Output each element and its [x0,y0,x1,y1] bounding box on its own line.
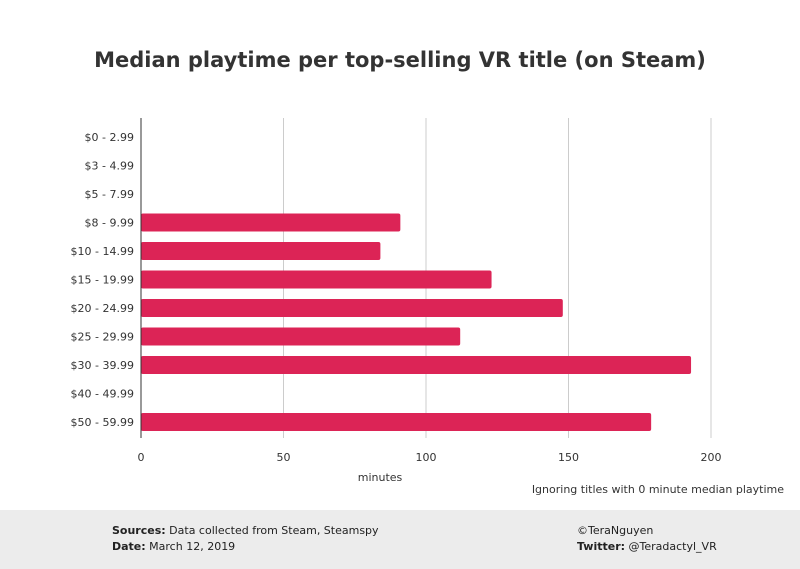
bar-chart: $0 - 2.99 $3 - 4.99 $5 - 7.99 $8 - 9.99 $10 … [71,118,722,484]
x-tick-label-200: 200 [701,451,722,464]
y-tick-label-8: $30 - 39.99 [71,359,134,372]
y-tick-label-0: $0 - 2.99 [85,131,134,144]
x-tick-label-0: 0 [138,451,145,464]
y-tick-label-6: $20 - 24.99 [71,302,134,315]
footer-credit-block: ©TeraNguyen Twitter: @Teradactyl_VR [577,523,717,555]
bar-4 [141,242,381,260]
footer: Sources: Data collected from Steam, Stea… [0,510,800,569]
footer-sources-block: Sources: Data collected from Steam, Stea… [112,523,379,555]
y-tick-label-4: $10 - 14.99 [71,245,134,258]
x-axis-label: minutes [358,471,403,484]
x-tick-label-150: 150 [558,451,579,464]
bar-10 [141,413,652,431]
chart-title: Median playtime per top-selling VR title… [94,48,706,72]
bar-3 [141,213,401,232]
twitter-label: Twitter: [577,540,626,553]
sources-text: Data collected from Steam, Steamspy [169,524,379,537]
chart-note: Ignoring titles with 0 minute median pla… [531,483,784,496]
y-tick-label-7: $25 - 29.99 [71,331,134,344]
y-tick-label-10: $50 - 59.99 [71,416,134,429]
y-tick-label-9: $40 - 49.99 [71,388,134,401]
y-tick-label-3: $8 - 9.99 [85,217,134,230]
bar-5 [141,270,492,289]
date-label: Date: [112,540,146,553]
x-tick-label-100: 100 [416,451,437,464]
date-text: March 12, 2019 [149,540,236,553]
y-tick-label-2: $5 - 7.99 [85,188,134,201]
bar-7 [141,327,461,346]
credit-text: ©TeraNguyen [577,524,654,537]
bar-6 [141,299,563,317]
twitter-handle: @Teradactyl_VR [628,540,717,553]
bar-8 [141,356,692,374]
sources-label: Sources: [112,524,166,537]
x-tick-label-50: 50 [277,451,291,464]
y-tick-label-1: $3 - 4.99 [85,160,134,173]
y-tick-label-5: $15 - 19.99 [71,274,134,287]
